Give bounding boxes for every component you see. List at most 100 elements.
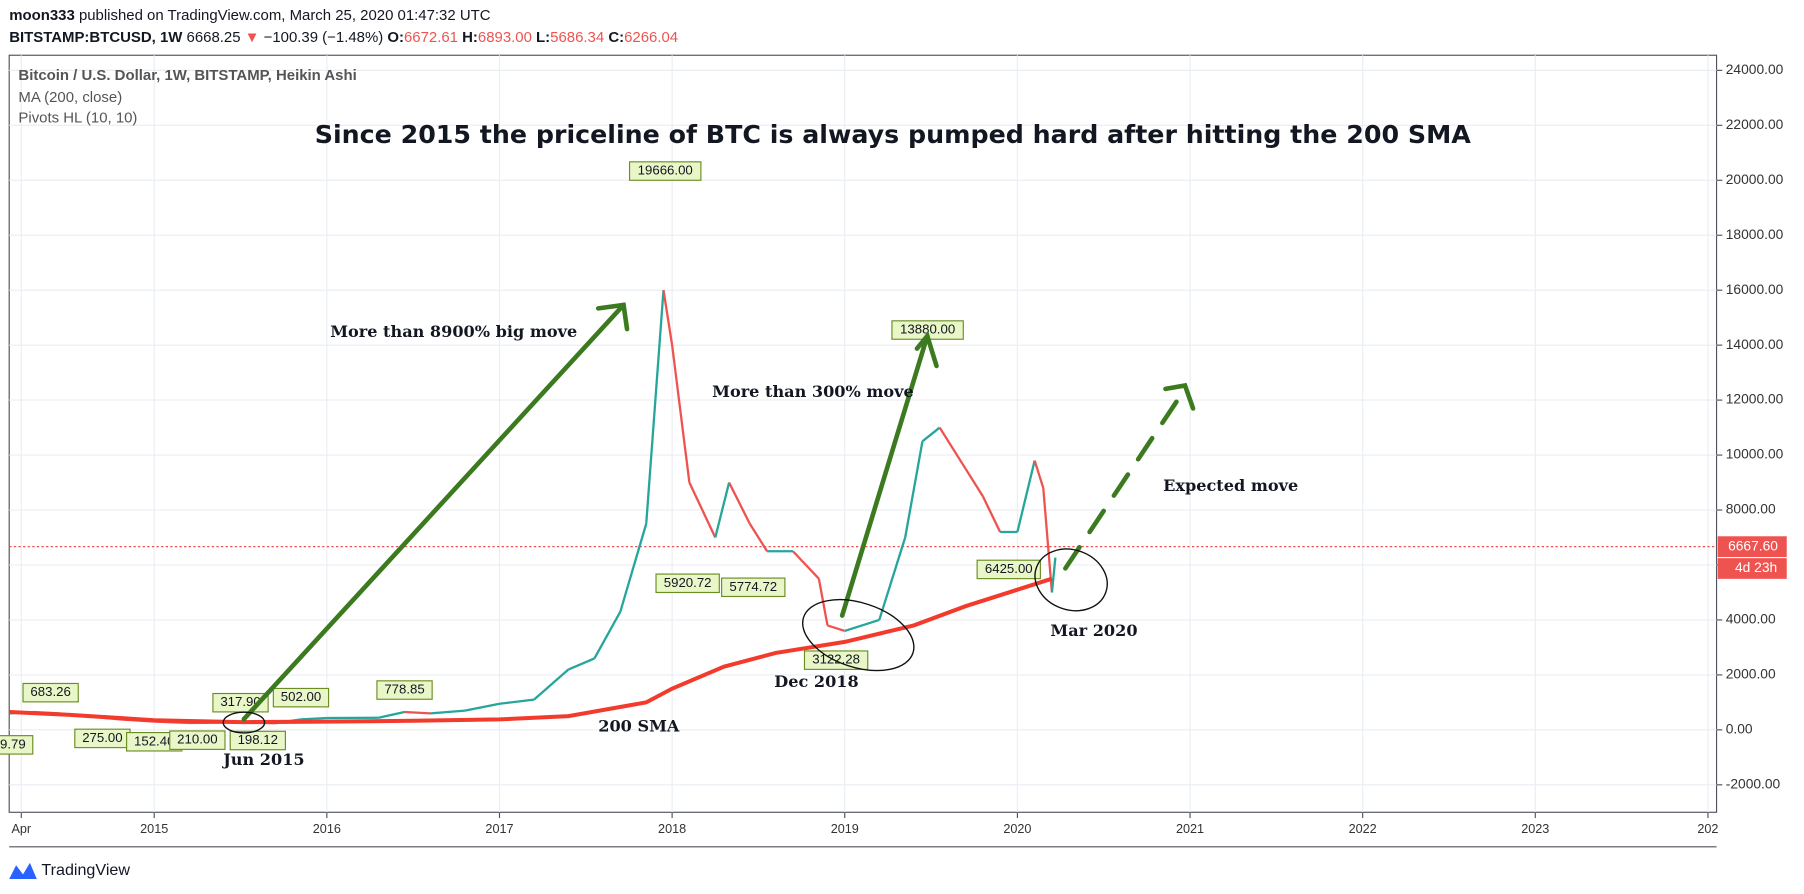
pivot-label: 3122.28 [812, 652, 860, 667]
l-label: L: [536, 29, 550, 46]
pivot-box [22, 682, 79, 703]
symbol-line: BITSTAMP:BTCUSD, 1W 6668.25 ▼ −100.39 (−… [9, 29, 678, 46]
pivot-label: 317.90 [220, 694, 260, 709]
pivot-box [628, 161, 702, 181]
price-segment [981, 495, 1002, 533]
y-tick-label: 12000.00 [1726, 392, 1784, 407]
y-tick-label: 18000.00 [1726, 227, 1784, 242]
price-segment [568, 657, 595, 671]
published: published on TradingView.com, March 25, … [79, 7, 491, 24]
y-tick-label: 8000.00 [1726, 502, 1776, 517]
pivot-label: 6425.00 [985, 561, 1033, 576]
c-label: C: [608, 29, 624, 46]
pivot-box [229, 730, 286, 751]
author: moon333 [9, 7, 75, 24]
y-tick-label: 10000.00 [1726, 447, 1784, 462]
pivot-label: 275.00 [82, 730, 122, 745]
x-tick-label: 2015 [140, 822, 168, 836]
x-tick-label: 2020 [1003, 822, 1031, 836]
price-segment [404, 710, 431, 715]
arrows [241, 302, 1196, 722]
o-label: O: [387, 29, 404, 46]
annotation: More than 300% move [712, 382, 914, 401]
x-tick-label: 2021 [1176, 822, 1204, 836]
price-segment [499, 698, 535, 705]
price-segment [728, 482, 751, 525]
price-segment [748, 523, 769, 552]
y-tick-label: 22000.00 [1726, 117, 1784, 132]
chart-title: Since 2015 the priceline of BTC is alway… [315, 120, 1472, 149]
legend-pivots: Pivots HL (10, 10) [18, 109, 137, 126]
price-segment [619, 523, 648, 613]
price-segment [688, 482, 717, 538]
pivot-label: 502.00 [281, 689, 321, 704]
annotation: Mar 2020 [1050, 621, 1137, 640]
price-segment [921, 426, 941, 443]
arrow: ▼ [245, 29, 260, 46]
pivot-box [376, 680, 433, 700]
y-tick-label: -2000.00 [1726, 776, 1781, 791]
grid [9, 55, 1717, 813]
y-tick-label: 16000.00 [1726, 282, 1784, 297]
y-tick-label: 0.00 [1726, 721, 1753, 736]
x-tick-label: 2016 [313, 822, 341, 836]
y-tick-label: 4000.00 [1726, 612, 1776, 627]
pivot-box [976, 559, 1041, 580]
legend-ma: MA (200, close) [18, 89, 122, 106]
plot-frame [8, 54, 1718, 813]
symbol: BITSTAMP:BTCUSD, 1W [9, 29, 183, 46]
pivot-label: 13880.00 [900, 322, 955, 337]
x-tick-label: 2017 [485, 822, 513, 836]
pivot-box [272, 687, 330, 708]
arrow-3-head [1163, 382, 1196, 411]
arrow-3 [1063, 386, 1188, 571]
circles [222, 548, 1108, 734]
x-tick-label: Apr [11, 822, 31, 836]
price-segment [1016, 460, 1036, 533]
annotation: More than 8900% big move [330, 322, 577, 341]
pivot-label: 152.40 [134, 733, 174, 748]
circle-jun2015 [222, 711, 266, 734]
annotation: Jun 2015 [221, 750, 304, 769]
pivot-label: 683.26 [30, 684, 70, 699]
pivot-label: 5774.72 [729, 579, 777, 594]
pivot-box [655, 573, 720, 594]
x-tick-label: 2019 [831, 822, 859, 836]
x-tick-label: 2018 [658, 822, 686, 836]
h-label: H: [462, 29, 478, 46]
header-line: moon333 published on TradingView.com, Ma… [9, 7, 491, 24]
price-segment [964, 468, 984, 497]
price-segment [1033, 460, 1045, 489]
legend-series: Bitcoin / U.S. Dollar, 1W, BITSTAMP, Hei… [18, 67, 356, 84]
arrow-2-head [914, 331, 939, 369]
pivot-box [803, 650, 869, 670]
price-segment [904, 441, 924, 538]
price-segment [593, 611, 622, 659]
price-segment [464, 702, 500, 712]
annotation: 200 SMA [598, 717, 680, 736]
x-tick-label: 202 [1697, 822, 1718, 836]
pivot-label: 198.12 [238, 732, 278, 747]
countdown-box [1717, 558, 1787, 579]
price-segment [533, 668, 570, 701]
price-segment [844, 618, 880, 633]
x-tick-label: 2023 [1521, 822, 1549, 836]
arrow-2 [839, 333, 930, 618]
price-segment [714, 482, 731, 538]
circle-mar2020 [1034, 548, 1108, 612]
y-tick-label: 24000.00 [1726, 62, 1784, 77]
countdown: 4d 23h [1735, 560, 1777, 575]
arrow-1-head [595, 302, 630, 332]
x-tick-label: 2022 [1349, 822, 1377, 836]
last-price-box [1717, 536, 1787, 557]
h: 6893.00 [478, 29, 532, 46]
y-tick-label: 14000.00 [1726, 337, 1784, 352]
change: −100.39 (−1.48%) [264, 29, 384, 46]
price-segment [1042, 487, 1054, 593]
circle-dec2018 [801, 598, 915, 672]
brand-logo [9, 862, 37, 880]
o: 6672.61 [404, 29, 458, 46]
y-tick-label: 2000.00 [1726, 667, 1776, 682]
brand: TradingView [9, 861, 130, 879]
